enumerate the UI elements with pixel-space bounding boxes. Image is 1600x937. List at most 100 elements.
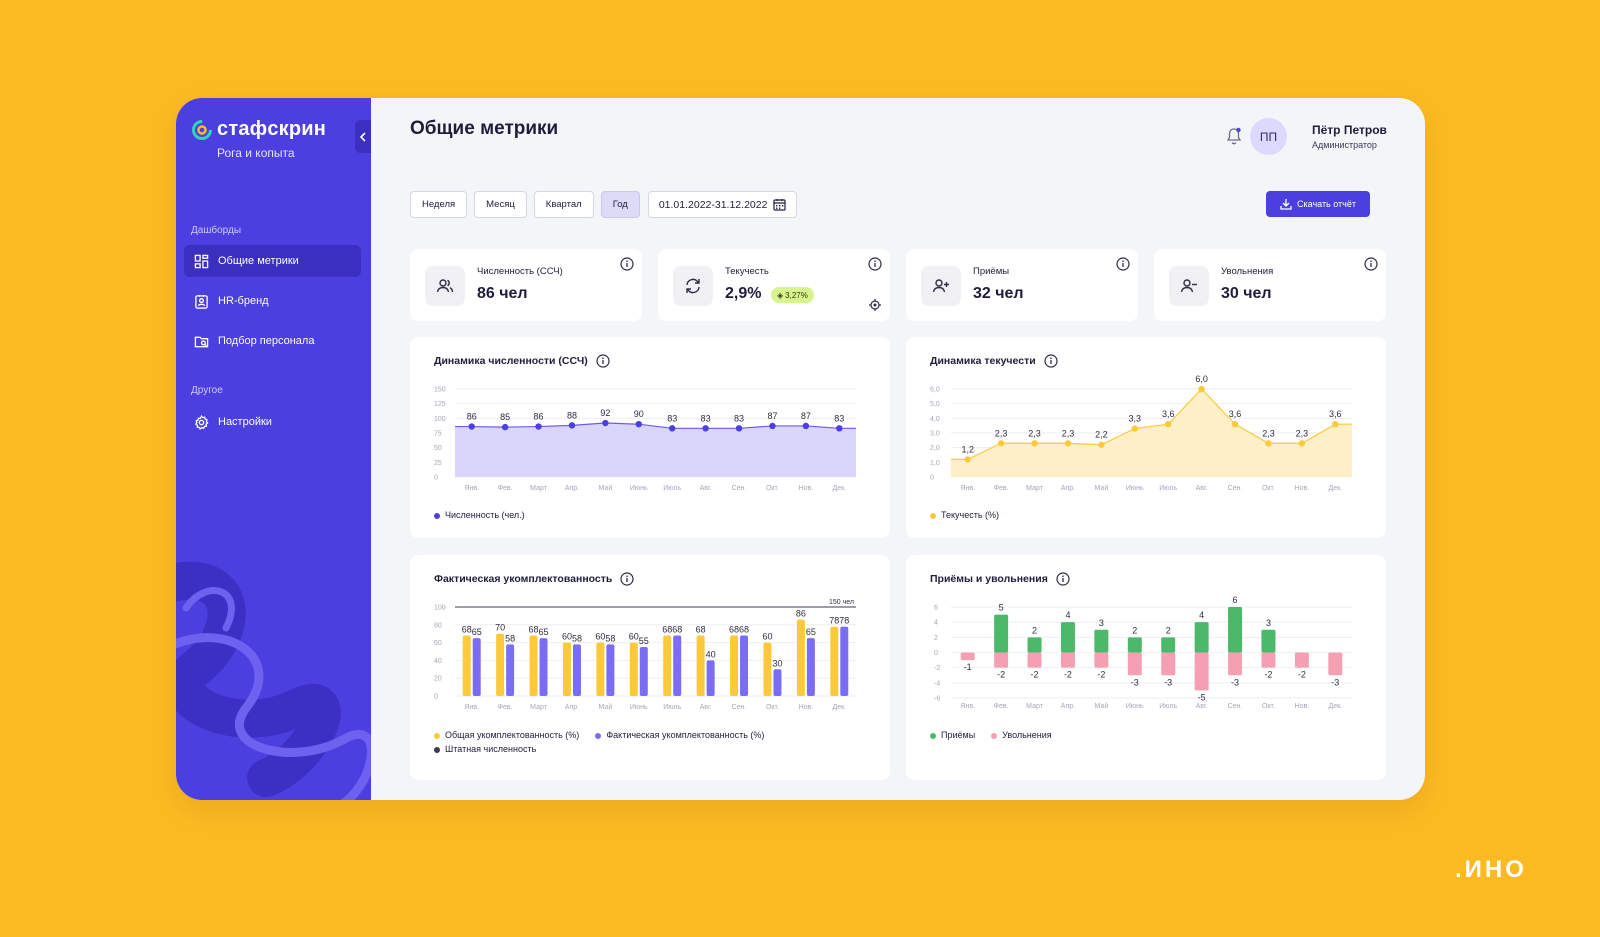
download-report-button[interactable]: Скачать отчёт [1266, 191, 1370, 217]
download-icon [1280, 199, 1292, 210]
x-tick-label: Янв. [960, 485, 975, 492]
x-tick-label: Авг. [700, 704, 712, 711]
sidebar-item-hr-brand[interactable]: HR-бренд [184, 285, 361, 317]
collapse-sidebar-button[interactable] [355, 120, 371, 153]
bar [830, 626, 839, 696]
kpi-label: Численность (ССЧ) [477, 266, 563, 277]
data-label: 78 [839, 616, 849, 626]
users-icon [425, 266, 465, 306]
bar [840, 626, 849, 696]
sidebar-item-label: Подбор персонала [218, 335, 315, 347]
x-tick-label: Сен. [732, 704, 747, 711]
x-tick-label: Июль [1159, 485, 1177, 492]
chart-legend: Общая укомплектованность (%) Фактическая… [434, 730, 854, 754]
y-tick-label: 0 [930, 475, 934, 482]
data-label: 87 [767, 411, 777, 421]
info-icon[interactable] [1044, 354, 1058, 368]
x-tick-label: Дек. [832, 704, 846, 711]
x-tick-label: Окт. [1262, 485, 1275, 492]
x-tick-label: Дек. [832, 485, 846, 492]
info-icon[interactable] [868, 257, 882, 271]
dashboard-icon [194, 254, 209, 268]
data-label: 2,3 [1262, 428, 1275, 438]
decorative-swirl [176, 561, 371, 800]
info-icon[interactable] [620, 572, 634, 586]
data-point [535, 423, 542, 430]
legend-label: Общая укомплектованность (%) [445, 730, 580, 740]
info-icon[interactable] [1056, 572, 1070, 586]
data-label: -5 [1198, 692, 1206, 702]
data-label: 1,2 [961, 444, 974, 454]
bar [462, 635, 471, 696]
data-label: 65 [539, 627, 549, 637]
avatar[interactable]: ПП [1250, 118, 1287, 155]
data-point [568, 422, 576, 429]
x-tick-label: Сен. [1228, 485, 1243, 492]
bar [639, 647, 648, 696]
x-tick-label: Авг. [1196, 485, 1208, 492]
data-point [964, 456, 971, 463]
data-label: 78 [829, 616, 839, 626]
data-label: 65 [472, 627, 482, 637]
chart-title-text: Фактическая укомплектованность [434, 573, 613, 585]
data-point [1131, 425, 1138, 432]
turnover-chart: 0 1,0 2,0 3,0 4,0 5,0 6,0 1,2 2,3 2,3 2,3 2,2 3,3 3,6… [930, 374, 1352, 492]
user-plus-icon [921, 266, 961, 306]
info-icon[interactable] [1116, 257, 1130, 271]
data-label: 90 [634, 409, 644, 419]
bar [606, 644, 615, 696]
legend-label: Текучесть (%) [941, 510, 1000, 520]
y-tick-label: 2 [934, 635, 938, 642]
legend-label: Увольнения [1002, 730, 1052, 740]
x-tick-label: Сен. [732, 485, 747, 492]
kpi-value: 2,9% [725, 285, 762, 302]
change-badge-value: 3,27% [785, 290, 808, 300]
data-label: 86 [796, 608, 806, 618]
data-label: 65 [806, 627, 816, 637]
data-point [997, 440, 1005, 447]
user-minus-icon [1169, 266, 1209, 306]
data-point [1098, 441, 1105, 448]
data-label: 2 [1132, 625, 1137, 635]
x-tick-label: Авг. [700, 485, 712, 492]
sidebar-item-general-metrics[interactable]: Общие метрики [184, 245, 361, 277]
bar-dismissals [1060, 652, 1075, 668]
card-headcount-chart: 0 25 50 75 100 125 150 86 85 86 88 92 90 83 83 83 87 87 83… [410, 337, 890, 538]
data-label: 68 [662, 624, 672, 634]
data-label: 3,3 [1129, 414, 1142, 424]
sidebar-item-settings[interactable]: Настройки [184, 406, 361, 438]
data-label: 60 [562, 632, 572, 642]
x-tick-label: Фев. [994, 703, 1009, 710]
bar-hires [1127, 637, 1142, 653]
date-range-field[interactable]: 01.01.2022-31.12.2022 [647, 191, 798, 218]
data-label: 68 [739, 624, 749, 634]
x-tick-label: Май [1095, 702, 1109, 710]
data-point [1165, 421, 1172, 428]
y-tick-label: 0 [934, 650, 938, 657]
info-icon[interactable] [1364, 257, 1378, 271]
bar [529, 635, 538, 696]
data-point [635, 421, 642, 428]
period-quarter-button[interactable]: Квартал [533, 191, 594, 218]
kpi-value: 32 чел [973, 285, 1024, 302]
brand-logo-icon [192, 119, 212, 140]
refresh-icon [673, 266, 713, 306]
info-icon[interactable] [596, 354, 610, 368]
chart-title: Динамика текучести [930, 354, 1058, 368]
chart-legend: Текучесть (%) [930, 510, 1350, 520]
bar [663, 635, 672, 696]
x-tick-label: Май [599, 484, 613, 492]
sidebar-item-recruitment[interactable]: Подбор персонала [184, 325, 361, 357]
data-label: -3 [1231, 677, 1239, 687]
bell-icon[interactable] [1225, 126, 1243, 146]
period-week-button[interactable]: Неделя [410, 191, 468, 218]
target-icon[interactable] [868, 298, 882, 312]
data-point [1332, 421, 1339, 428]
bar-dismissals [994, 652, 1009, 668]
period-month-button[interactable]: Месяц [474, 191, 527, 218]
data-label: 2,3 [995, 428, 1008, 438]
y-tick-label: -2 [934, 665, 940, 672]
info-icon[interactable] [620, 257, 634, 271]
period-year-button[interactable]: Год [600, 191, 640, 218]
